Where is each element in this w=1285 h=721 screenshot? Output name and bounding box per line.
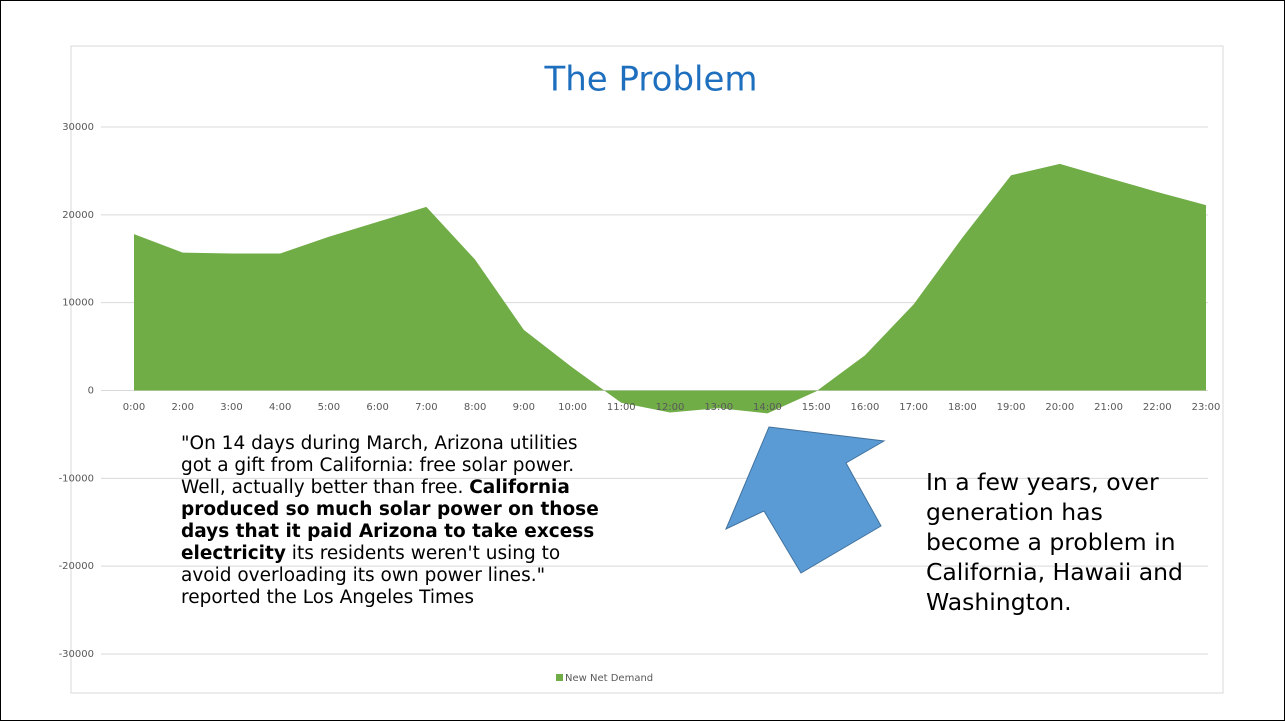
x-tick-label: 12:00 (656, 402, 685, 413)
x-tick-label: 18:00 (948, 402, 977, 413)
y-tick-label: 30000 (62, 122, 94, 133)
y-tick-label: -20000 (59, 561, 94, 572)
x-tick-label: 6:00 (366, 402, 388, 413)
x-tick-label: 15:00 (802, 402, 831, 413)
quote-text: "On 14 days during March, Arizona utilit… (181, 433, 578, 498)
x-tick-label: 4:00 (269, 402, 291, 413)
legend-label: New Net Demand (565, 673, 653, 684)
note: In a few years, over generation has beco… (926, 468, 1183, 616)
x-tick-label: 2:00 (171, 402, 193, 413)
quote-bold: California produced so much solar power … (181, 477, 599, 564)
x-tick-label: 16:00 (850, 402, 879, 413)
x-tick-label: 22:00 (1143, 402, 1172, 413)
y-tick-label: 0 (88, 386, 94, 397)
x-tick-label: 20:00 (1045, 402, 1074, 413)
x-tick-label: 14:00 (753, 402, 782, 413)
y-tick-label: 20000 (62, 210, 94, 221)
quote: "On 14 days during March, Arizona utilit… (181, 433, 611, 609)
legend-swatch (556, 674, 563, 681)
x-tick-label: 7:00 (415, 402, 437, 413)
x-tick-label: 9:00 (513, 402, 535, 413)
arrow (725, 426, 886, 574)
y-tick-label: -30000 (59, 649, 94, 660)
x-tick-label: 10:00 (558, 402, 587, 413)
y-tick-label: 10000 (62, 298, 94, 309)
x-tick-label: 11:00 (607, 402, 636, 413)
chart-title: The Problem (543, 60, 757, 100)
x-tick-label: 3:00 (220, 402, 242, 413)
x-tick-label: 8:00 (464, 402, 486, 413)
y-tick-label: -10000 (59, 473, 94, 484)
quote-text: its residents weren't using to avoid ove… (181, 543, 561, 608)
x-tick-label: 0:00 (123, 402, 145, 413)
x-tick-label: 19:00 (997, 402, 1026, 413)
x-tick-label: 21:00 (1094, 402, 1123, 413)
x-tick-label: 17:00 (899, 402, 928, 413)
x-tick-label: 13:00 (704, 402, 733, 413)
area (134, 163, 1206, 414)
x-tick-label: 23:00 (1192, 402, 1221, 413)
x-tick-label: 5:00 (318, 402, 340, 413)
